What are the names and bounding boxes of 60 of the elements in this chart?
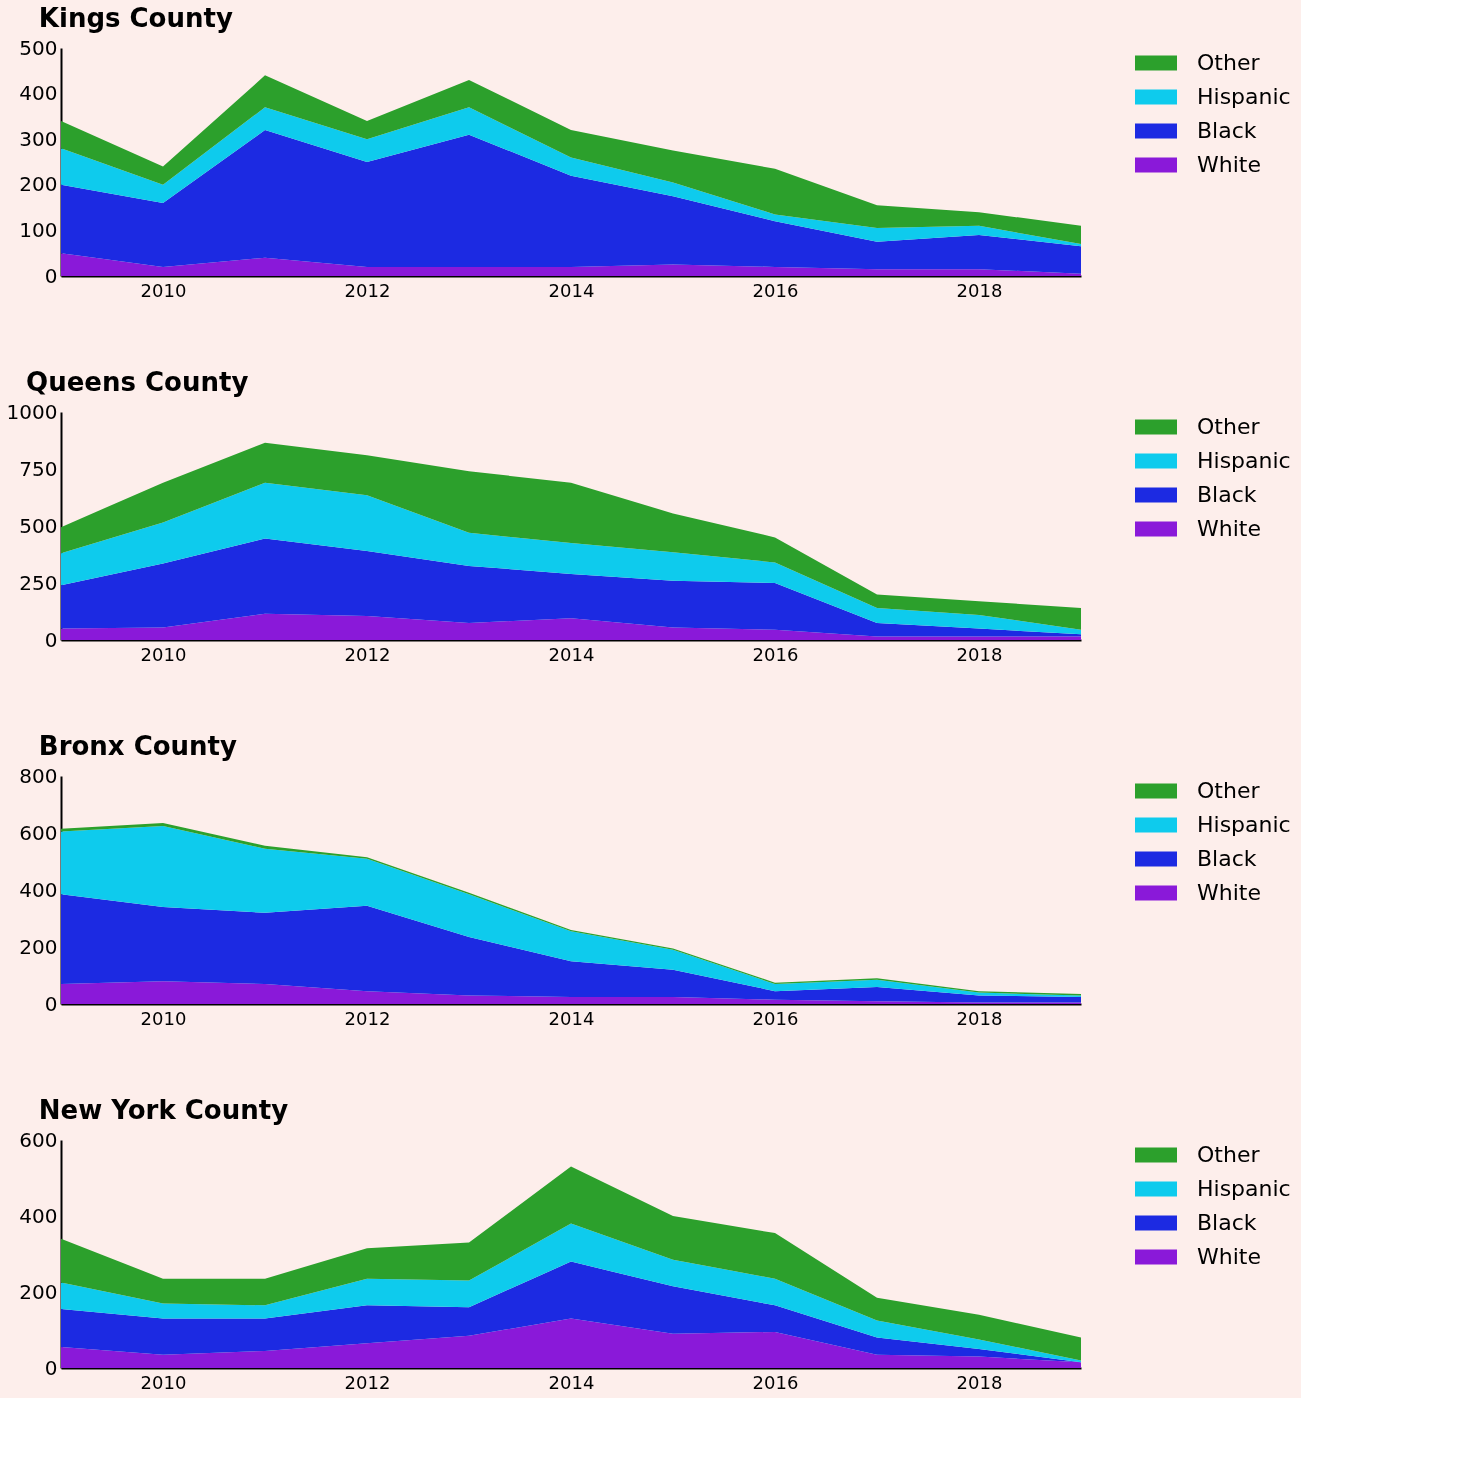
legend-label: Black — [1197, 1210, 1257, 1235]
legend-label: Other — [1197, 778, 1261, 803]
y-tick-label: 400 — [19, 1203, 58, 1228]
legend-label: Hispanic — [1197, 448, 1291, 473]
legend-label: White — [1197, 152, 1261, 177]
y-tick-label: 0 — [44, 1355, 58, 1380]
x-tick-label: 2018 — [956, 1007, 1003, 1029]
chart-title: New York County — [38, 1095, 289, 1125]
y-tick-label: 200 — [19, 1279, 58, 1304]
chart-title: Kings County — [38, 3, 233, 33]
x-tick-label: 2012 — [344, 643, 391, 665]
chart-title: Queens County — [26, 367, 249, 397]
x-tick-label: 2010 — [140, 643, 187, 665]
x-tick-label: 2016 — [752, 1371, 799, 1393]
legend-label: White — [1197, 516, 1261, 541]
y-tick-label: 400 — [19, 81, 58, 106]
x-tick-label: 2010 — [140, 1007, 187, 1029]
chart-title: Bronx County — [38, 731, 238, 761]
y-tick-label: 500 — [19, 513, 58, 538]
x-tick-label: 2014 — [548, 1007, 595, 1029]
x-tick-label: 2018 — [956, 643, 1003, 665]
y-tick-label: 600 — [19, 820, 58, 845]
legend-label: Black — [1197, 846, 1257, 871]
legend-label: Hispanic — [1197, 84, 1291, 109]
y-tick-label: 200 — [19, 172, 58, 197]
x-tick-label: 2012 — [344, 1007, 391, 1029]
y-tick-label: 0 — [44, 991, 58, 1016]
legend-label: Hispanic — [1197, 1176, 1291, 1201]
x-tick-label: 2012 — [344, 1371, 391, 1393]
legend-label: Hispanic — [1197, 812, 1291, 837]
legend-label: Other — [1197, 50, 1261, 75]
x-tick-label: 2014 — [548, 643, 595, 665]
x-tick-label: 2012 — [344, 279, 391, 301]
y-tick-label: 500 — [19, 35, 58, 60]
legend-label: White — [1197, 1244, 1261, 1269]
y-tick-label: 200 — [19, 934, 58, 959]
y-tick-label: 0 — [44, 627, 58, 652]
y-tick-label: 100 — [19, 217, 58, 242]
x-tick-label: 2016 — [752, 1007, 799, 1029]
x-tick-label: 2010 — [140, 1371, 187, 1393]
y-tick-label: 600 — [19, 1127, 58, 1152]
x-tick-label: 2016 — [752, 279, 799, 301]
y-tick-label: 0 — [44, 263, 58, 288]
x-tick-label: 2018 — [956, 279, 1003, 301]
y-tick-label: 300 — [19, 126, 58, 151]
x-tick-label: 2014 — [548, 1371, 595, 1393]
y-tick-label: 800 — [19, 763, 58, 788]
y-tick-label: 400 — [19, 877, 58, 902]
legend-label: Other — [1197, 414, 1261, 439]
legend-label: Other — [1197, 1142, 1261, 1167]
y-tick-label: 250 — [19, 570, 58, 595]
y-tick-label: 750 — [19, 456, 58, 481]
x-tick-label: 2014 — [548, 279, 595, 301]
legend-label: Black — [1197, 482, 1257, 507]
x-tick-label: 2010 — [140, 279, 187, 301]
x-tick-label: 2016 — [752, 643, 799, 665]
y-tick-label: 1000 — [6, 399, 58, 424]
legend-label: Black — [1197, 118, 1257, 143]
legend-label: White — [1197, 880, 1261, 905]
x-tick-label: 2018 — [956, 1371, 1003, 1393]
